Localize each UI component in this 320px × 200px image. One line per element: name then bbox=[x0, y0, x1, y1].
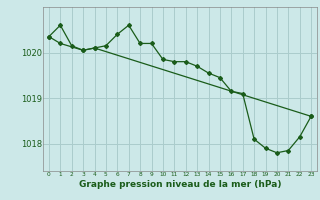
X-axis label: Graphe pression niveau de la mer (hPa): Graphe pression niveau de la mer (hPa) bbox=[79, 180, 281, 189]
